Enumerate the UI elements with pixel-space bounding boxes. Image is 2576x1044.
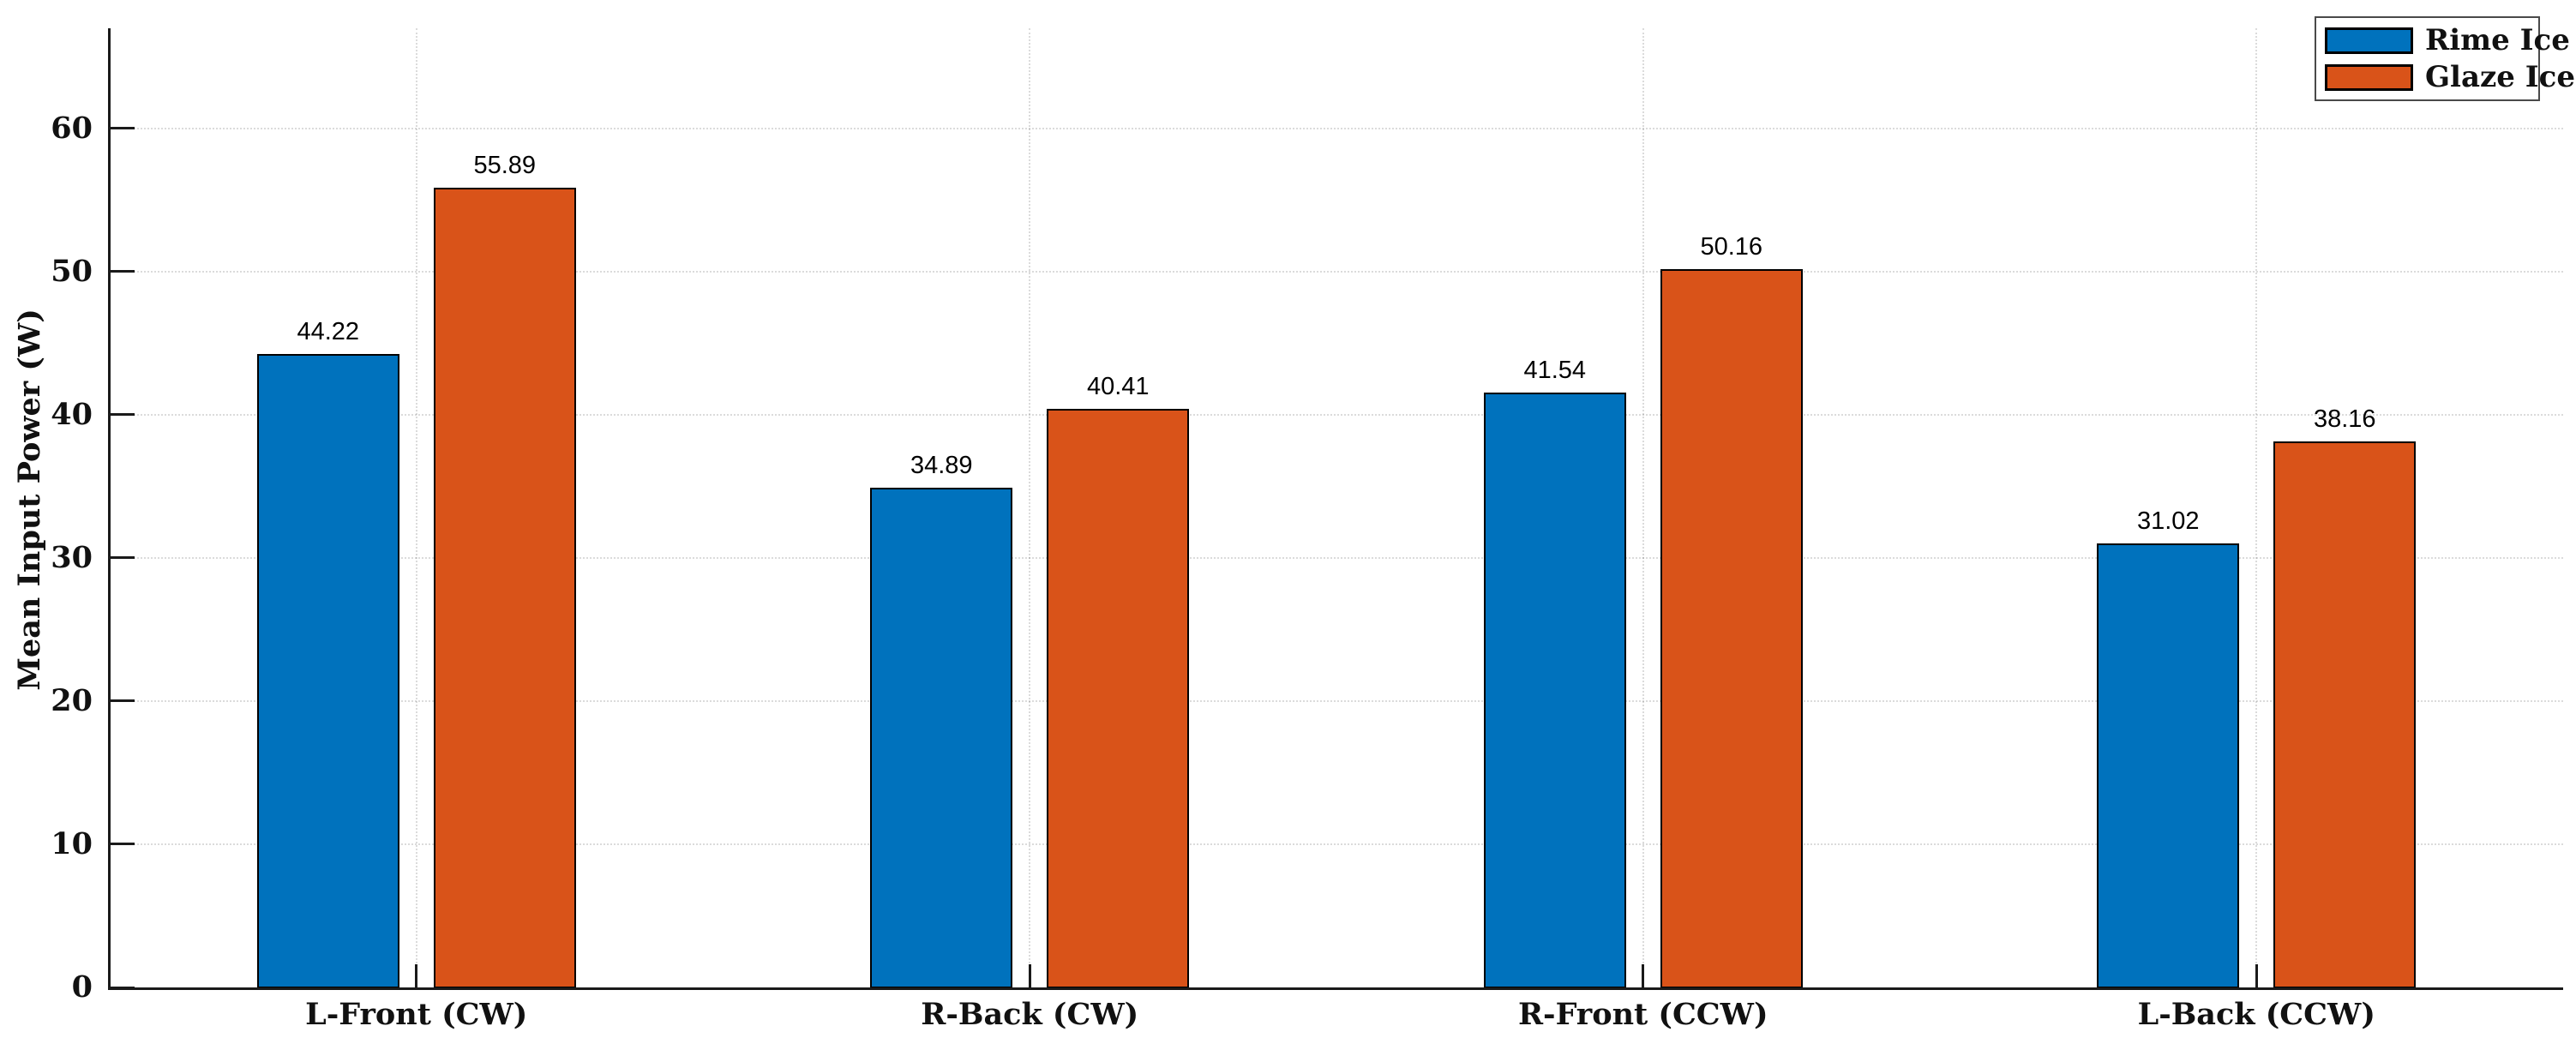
x-axis-category-label: R-Back (CW) [921,997,1139,1032]
horizontal-gridline [110,843,2563,845]
bar-value-label: 38.16 [2313,405,2376,433]
x-axis-category-label: L-Back (CCW) [2137,997,2375,1032]
bar-value-label: 50.16 [1700,233,1763,261]
vertical-gridline [1642,28,1644,987]
bar-glaze-ice-3 [1660,269,1803,989]
y-axis-tick-label: 50 [51,253,93,289]
bar-value-label: 34.89 [910,452,973,480]
x-axis-category-label: R-Front (CCW) [1517,997,1768,1032]
bar-glaze-ice-1 [433,187,576,989]
x-axis-tick [1028,964,1031,987]
y-axis-tick-label: 30 [51,539,93,575]
y-axis-tick-label: 20 [51,682,93,718]
horizontal-gridline [110,127,2563,129]
legend-swatch-glaze-ice [2325,63,2413,91]
y-axis-tick [110,843,135,846]
bar-rime-ice-3 [1483,393,1626,989]
bar-glaze-ice-4 [2273,441,2417,989]
bar-value-label: 44.22 [297,318,360,346]
legend-label-glaze-ice: Glaze Ice [2425,60,2575,94]
bar-rime-ice-1 [256,354,399,989]
legend-item-rime-ice: Rime Ice [2325,26,2570,55]
horizontal-gridline [110,556,2563,559]
legend: Rime Ice Glaze Ice [2315,16,2575,101]
bar-rime-ice-2 [870,488,1013,989]
y-axis-tick [110,413,135,417]
bar-value-label: 31.02 [2136,507,2200,535]
bar-value-label: 41.54 [1523,357,1587,385]
bar-rime-ice-4 [2097,543,2240,989]
y-axis-tick-label: 0 [71,969,93,1005]
x-axis-tick [2255,964,2258,987]
y-axis-tick [110,556,135,560]
y-axis-tick-label: 10 [51,825,93,861]
y-axis-tick [110,270,135,273]
x-axis-category-label: L-Front (CW) [305,997,528,1032]
vertical-gridline [1029,28,1031,987]
y-axis-tick [110,127,135,130]
legend-swatch-rime-ice [2325,27,2413,54]
vertical-gridline [2255,28,2258,987]
vertical-gridline [415,28,417,987]
horizontal-gridline [110,699,2563,702]
x-axis-tick [415,964,418,987]
x-axis-line [107,987,2563,990]
legend-item-glaze-ice: Glaze Ice [2325,63,2575,92]
y-axis-tick-label: 40 [51,396,93,432]
y-axis-tick-label: 60 [51,110,93,146]
bar-value-label: 40.41 [1086,373,1150,401]
horizontal-gridline [110,413,2563,416]
legend-label-rime-ice: Rime Ice [2425,23,2570,57]
y-axis-line [107,28,111,989]
x-axis-tick [1642,964,1645,987]
bar-value-label: 55.89 [473,151,537,179]
horizontal-gridline [110,270,2563,273]
y-axis-tick [110,699,135,703]
bar-glaze-ice-2 [1047,409,1190,989]
